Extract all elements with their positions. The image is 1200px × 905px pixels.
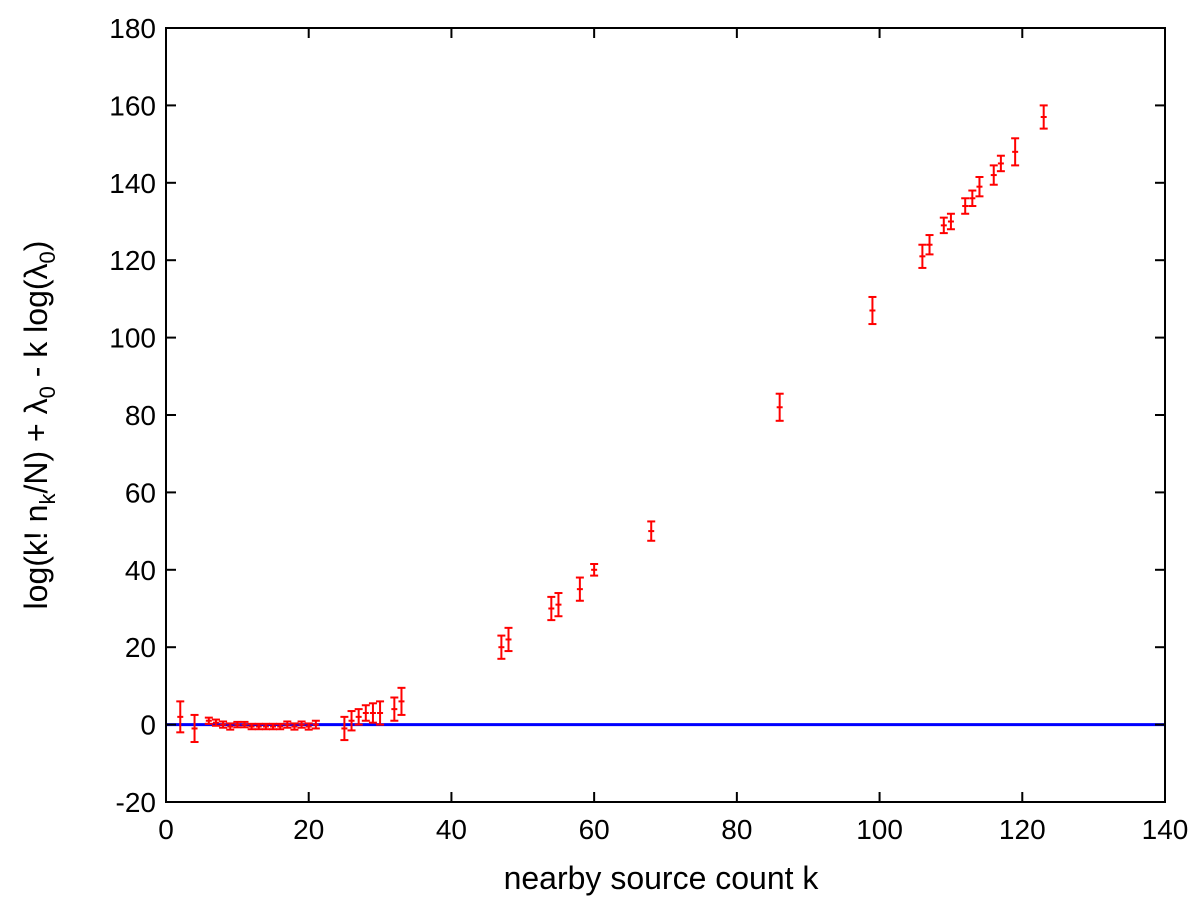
y-axis-label-part-1: log(k! n	[18, 505, 54, 610]
data-point	[1039, 104, 1048, 130]
data-point	[918, 243, 927, 269]
y-tick-label: -20	[116, 787, 156, 818]
data-point	[347, 710, 356, 732]
data-point	[989, 164, 998, 186]
data-point	[269, 722, 278, 731]
y-tick-label: 80	[125, 400, 156, 431]
data-point	[939, 216, 948, 235]
data-point	[276, 722, 285, 731]
data-point	[925, 234, 934, 256]
data-point	[226, 722, 235, 731]
data-point	[946, 212, 955, 231]
data-point	[211, 718, 220, 727]
data-point	[775, 392, 784, 422]
x-tick-label: 60	[579, 814, 610, 845]
data-point	[1011, 137, 1020, 167]
y-tick-label: 60	[125, 477, 156, 508]
data-point	[219, 720, 228, 729]
data-points	[176, 104, 1048, 744]
x-tick-label: 140	[1142, 814, 1189, 845]
data-point	[554, 592, 563, 618]
data-point	[390, 696, 399, 722]
data-point	[376, 700, 385, 726]
data-point	[996, 154, 1005, 173]
y-tick-label: 180	[109, 13, 156, 44]
data-point	[311, 719, 320, 730]
data-point	[975, 175, 984, 198]
data-point	[647, 520, 656, 542]
data-point	[247, 722, 256, 731]
data-point	[261, 722, 270, 731]
y-tick-label: 0	[140, 710, 156, 741]
data-point	[240, 720, 249, 729]
data-point	[504, 626, 513, 653]
y-axis-label-part-2: /N) + λ	[18, 398, 54, 493]
data-point	[368, 702, 377, 724]
y-axis-label-subscript-1: k	[35, 493, 60, 505]
data-point	[497, 634, 506, 660]
data-point	[233, 720, 242, 729]
data-point	[575, 576, 584, 602]
data-point	[204, 716, 213, 725]
data-point	[176, 700, 185, 734]
y-tick-label: 20	[125, 632, 156, 663]
data-point	[961, 197, 970, 215]
y-axis-label-subscript-3: 0	[35, 251, 60, 263]
x-ticks: 0 20 40 60 80 100 120 140	[158, 28, 1188, 845]
y-ticks: -20 0 20 40 60 80 100 120 140 160 180	[109, 13, 1165, 818]
y-tick-label: 140	[109, 168, 156, 199]
y-tick-label: 120	[109, 245, 156, 276]
data-point	[290, 722, 299, 731]
x-tick-label: 100	[856, 814, 903, 845]
data-point	[254, 722, 263, 731]
data-point	[590, 562, 599, 577]
y-axis-label: log(k! nk/N) + λ0 - k log(λ0)	[18, 241, 60, 610]
data-point	[868, 295, 877, 326]
x-tick-label: 20	[293, 814, 324, 845]
x-tick-label: 0	[158, 814, 174, 845]
y-tick-label: 40	[125, 555, 156, 586]
data-point	[283, 720, 292, 729]
y-axis-label-part-4: )	[18, 241, 54, 252]
data-point	[354, 708, 363, 726]
y-tick-label: 160	[109, 90, 156, 121]
data-point	[361, 704, 370, 722]
data-point	[304, 722, 313, 731]
x-tick-label: 120	[999, 814, 1046, 845]
data-point	[968, 189, 977, 208]
y-axis-label-subscript-2: 0	[35, 386, 60, 398]
x-tick-label: 80	[721, 814, 752, 845]
x-axis-label: nearby source count k	[504, 860, 820, 896]
y-axis-label-part-3: - k log(λ	[18, 263, 54, 386]
y-tick-label: 100	[109, 323, 156, 354]
data-point	[340, 715, 349, 742]
data-point	[547, 595, 556, 622]
data-point	[297, 720, 306, 729]
data-point	[397, 686, 406, 716]
x-tick-label: 40	[436, 814, 467, 845]
data-point	[190, 713, 199, 744]
